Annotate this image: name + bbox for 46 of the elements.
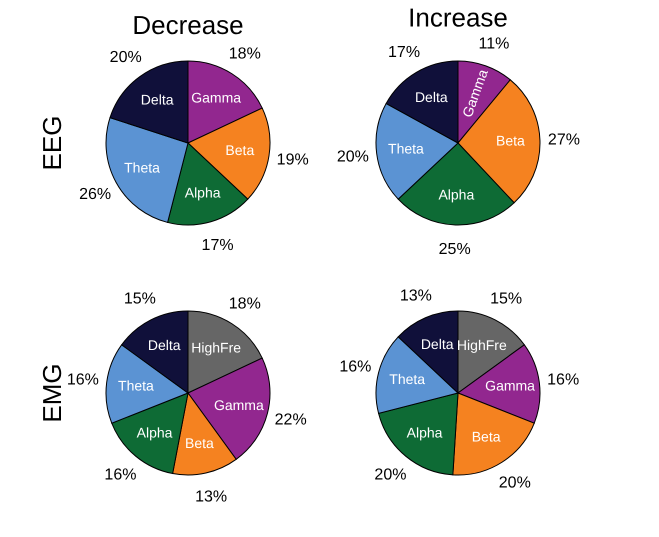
data-label: 18% [228,46,261,62]
data-label: 16% [66,372,99,389]
data-label: 22% [274,411,307,428]
text: EEG [37,116,67,170]
data-label: 20% [110,49,142,66]
slice-label: Beta [225,142,254,158]
slice-label: Alpha [406,424,443,440]
data-label: 17% [388,44,420,61]
data-label: 11% [478,35,510,52]
slice-label: Alpha [438,186,474,202]
slice-label: Gamma [485,377,536,394]
data-label: 16% [339,358,372,376]
slice-label: Theta [124,159,160,176]
data-label: 20% [498,474,531,492]
slice-label: Beta [472,428,501,444]
slice-label: Delta [148,337,181,354]
slice-label: Beta [496,132,526,148]
slice-label: HighFre [191,340,242,356]
data-label: 16% [547,372,580,389]
chart-title: Increase [408,2,508,32]
data-label: 15% [124,290,156,308]
data-label: 27% [548,132,580,149]
slice-label: Theta [118,377,154,394]
data-label: 13% [195,488,228,506]
data-label: 15% [490,290,522,308]
slice-label: Gamma [191,90,242,106]
data-label: 17% [202,236,234,254]
data-label: 19% [276,152,309,169]
slice-label: Theta [389,370,426,387]
data-label: 25% [438,240,471,258]
slice-label: Theta [388,140,424,157]
slice-label: Gamma [214,397,264,414]
text: EMG [37,363,67,423]
slice-label: Beta [185,435,214,452]
slice-label: Delta [414,88,448,105]
data-label: 16% [104,466,136,484]
slice-label: Alpha [184,184,221,200]
slice-label: Alpha [136,424,173,440]
data-label: 26% [79,186,112,204]
data-label: 20% [374,466,406,484]
slice-label: Delta [420,336,454,352]
data-label: 13% [400,288,432,305]
data-label: 18% [228,296,261,312]
data-label: 20% [336,148,369,166]
chart-title: Decrease [132,10,244,40]
slice-label: Delta [140,92,174,108]
